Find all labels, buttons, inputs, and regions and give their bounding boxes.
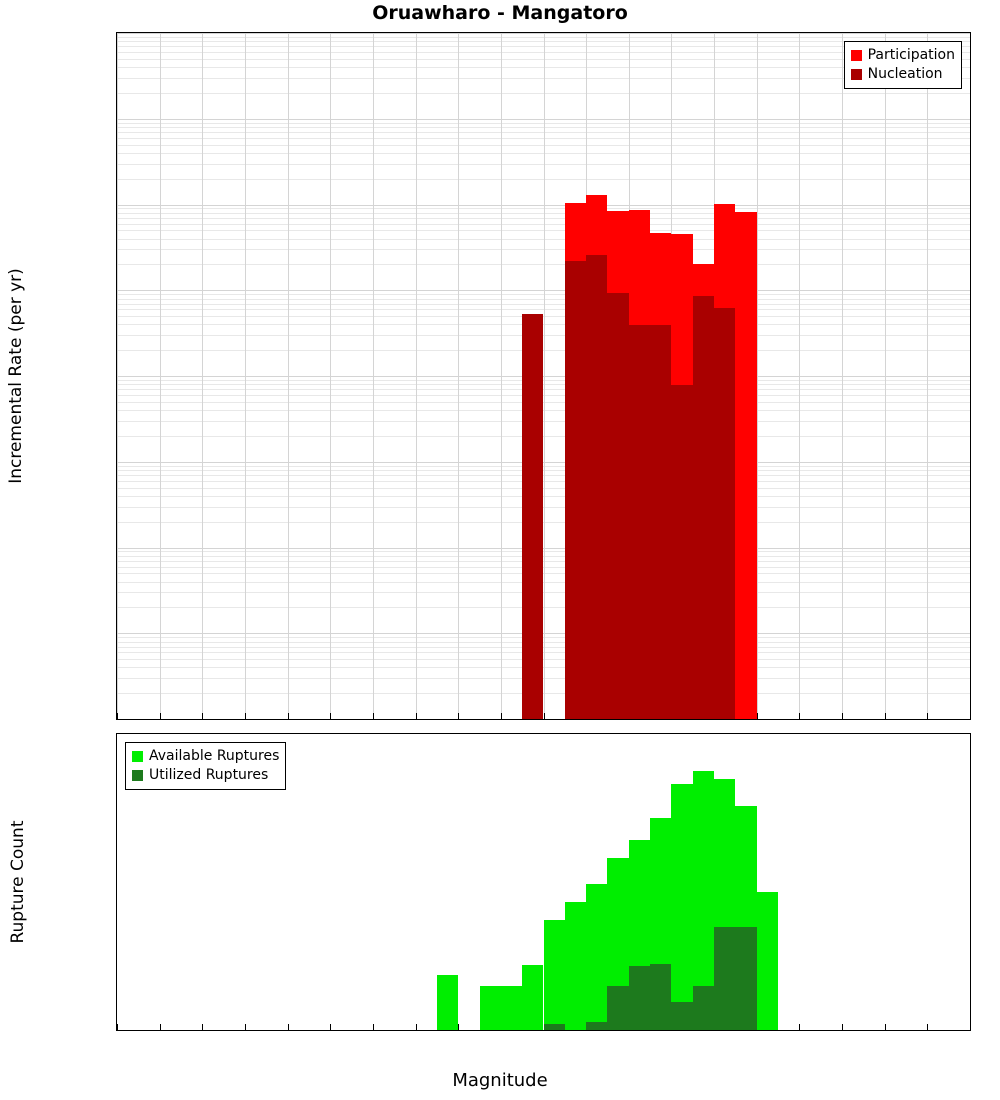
x-axis-tick [415,1024,417,1030]
gridline-vertical [202,33,204,719]
bar [586,884,608,1030]
legend-item-nucleation: Nucleation [850,65,955,84]
legend-item-available-ruptures: Available Ruptures [132,747,279,766]
legend-item-utilized-ruptures: Utilized Ruptures [132,766,279,785]
x-axis-title: Magnitude [452,1070,548,1091]
x-axis-tick [927,1024,929,1030]
bar [564,260,587,719]
gridline-vertical [884,33,886,719]
gridline-vertical [458,33,460,719]
rupture-count-plot-area: 10010110210355.25.45.65.866.26.46.66.877… [117,734,970,1030]
bar [650,963,672,1030]
bar [522,964,544,1030]
incremental-rate-plot-area: 10−1010−910−810−710−610−510−410−310−2 [117,33,970,719]
nucleation-swatch [850,69,862,80]
bar [671,784,693,1030]
gridline-vertical [287,33,289,719]
bar [756,892,779,1030]
gridline-vertical [372,33,374,719]
gridline-vertical [159,33,161,719]
x-axis-tick [842,1024,844,1030]
bar [543,1024,565,1030]
bar [714,927,736,1030]
x-axis-tick [458,713,460,719]
rupture-count-legend: Available Ruptures Utilized Ruptures [125,742,287,790]
gridline-vertical [117,33,118,719]
x-axis-tick [543,713,545,719]
legend-label-participation: Participation [867,47,955,63]
x-axis-tick [117,713,118,719]
bar [436,975,459,1030]
x-axis-tick [372,1024,374,1030]
gridline-vertical [799,33,801,719]
x-axis-tick [884,713,886,719]
page-title: Oruawharo - Mangatoro [372,2,628,24]
gridline-vertical [842,33,844,719]
bar [607,985,629,1030]
bar [735,927,757,1030]
x-axis-tick [287,713,289,719]
x-axis-tick [287,1024,289,1030]
x-axis-tick [842,713,844,719]
x-axis-tick [799,1024,801,1030]
x-axis-tick [927,713,929,719]
x-axis-tick [244,713,246,719]
x-axis-tick [372,713,374,719]
x-axis-tick [458,1024,460,1030]
bar [671,1002,693,1030]
legend-label-utilized-ruptures: Utilized Ruptures [149,767,269,783]
x-axis-tick [159,713,161,719]
rupture-count-plot: 10010110210355.25.45.65.866.26.46.66.877… [116,733,971,1031]
bar [692,295,715,719]
gridline-vertical [756,33,758,719]
available-ruptures-swatch [132,751,143,762]
bar [479,985,501,1030]
x-axis-tick [202,713,204,719]
gridline-vertical [927,33,929,719]
incremental-rate-y-axis-title: Incremental Rate (per yr) [6,268,26,484]
legend-item-participation: Participation [850,46,955,65]
participation-swatch [850,50,862,61]
bar [522,313,544,719]
bar [586,254,608,719]
incremental-rate-plot: 10−1010−910−810−710−610−510−410−310−2 Pa… [116,32,971,720]
x-axis-tick [330,1024,332,1030]
x-axis-tick [884,1024,886,1030]
bar [628,965,651,1030]
bar [564,901,587,1030]
incremental-rate-legend: Participation Nucleation [843,41,962,89]
bar [650,325,672,719]
x-axis-tick [117,1024,118,1030]
bar [692,985,715,1030]
x-axis-tick [159,1024,161,1030]
x-axis-tick [756,713,758,719]
x-axis-tick [244,1024,246,1030]
bar [692,771,715,1030]
legend-label-available-ruptures: Available Ruptures [149,748,280,764]
bar [735,211,757,719]
gridline-vertical [500,33,502,719]
bar [607,293,629,719]
x-axis-tick [500,713,502,719]
gridline-vertical [244,33,246,719]
utilized-ruptures-swatch [132,770,143,781]
bar [671,385,693,719]
gridline-vertical [543,33,545,719]
legend-label-nucleation: Nucleation [867,66,943,82]
x-axis-tick [202,1024,204,1030]
x-axis-tick [415,713,417,719]
rupture-count-y-axis-title: Rupture Count [8,820,28,944]
x-axis-tick [799,713,801,719]
bar [543,920,565,1030]
gridline-vertical [415,33,417,719]
bar [628,325,651,719]
gridline-vertical [330,33,332,719]
x-axis-tick [330,713,332,719]
bar [714,308,736,719]
bar [500,985,523,1030]
bar [586,1022,608,1030]
